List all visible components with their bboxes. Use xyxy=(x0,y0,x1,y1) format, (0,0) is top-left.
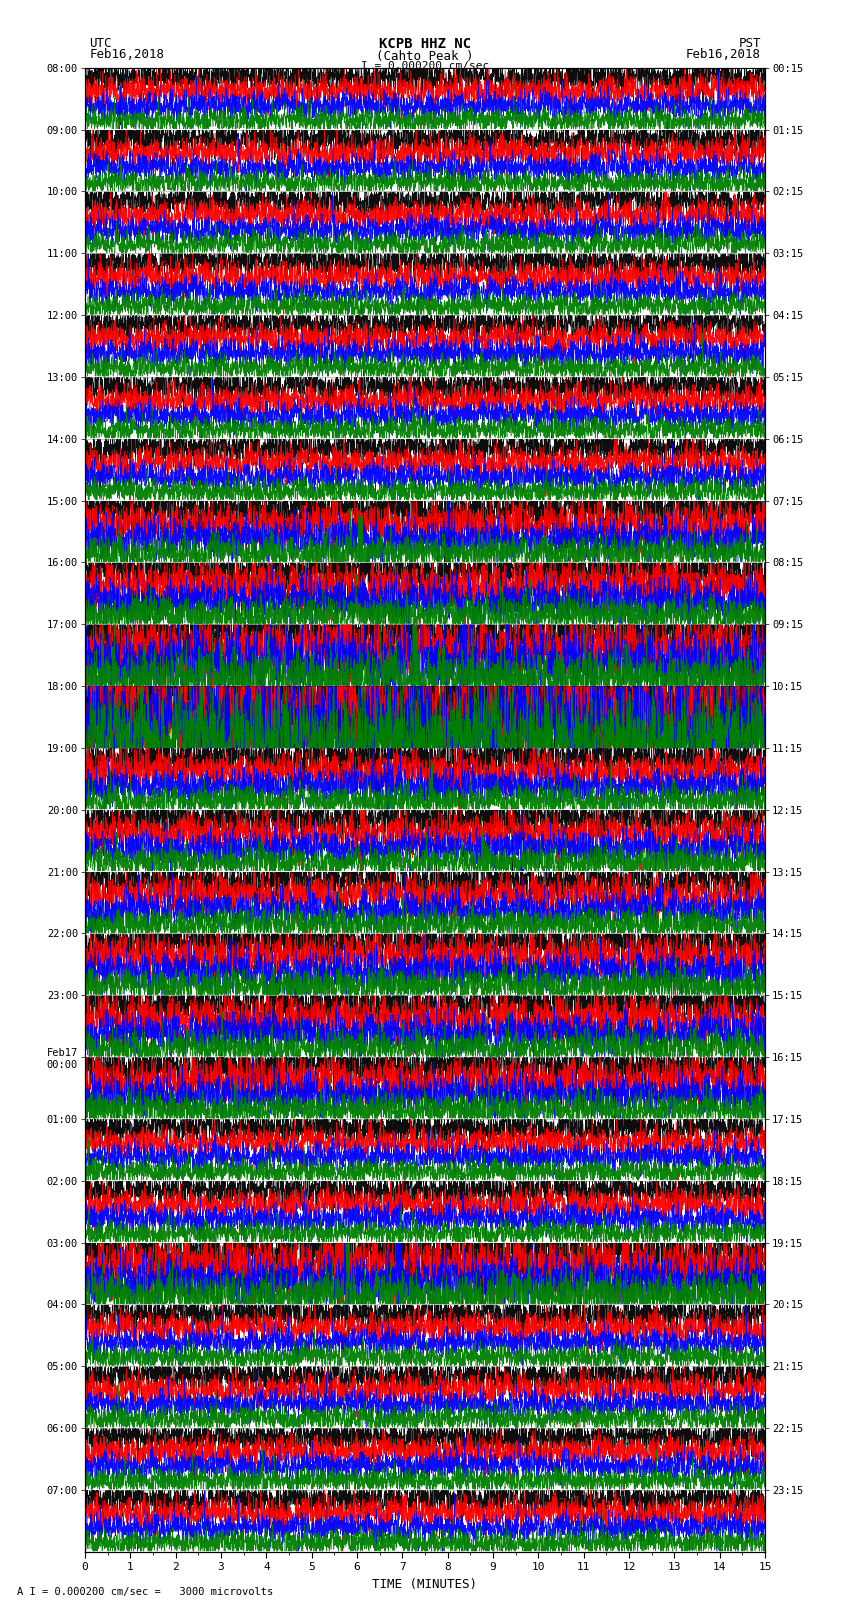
Text: (Cahto Peak ): (Cahto Peak ) xyxy=(377,50,473,63)
Text: I = 0.000200 cm/sec: I = 0.000200 cm/sec xyxy=(361,61,489,71)
Text: PST: PST xyxy=(739,37,761,50)
Text: KCPB HHZ NC: KCPB HHZ NC xyxy=(379,37,471,52)
Text: Feb16,2018: Feb16,2018 xyxy=(686,48,761,61)
Text: UTC: UTC xyxy=(89,37,111,50)
X-axis label: TIME (MINUTES): TIME (MINUTES) xyxy=(372,1578,478,1590)
Text: A I = 0.000200 cm/sec =   3000 microvolts: A I = 0.000200 cm/sec = 3000 microvolts xyxy=(17,1587,273,1597)
Text: Feb16,2018: Feb16,2018 xyxy=(89,48,164,61)
